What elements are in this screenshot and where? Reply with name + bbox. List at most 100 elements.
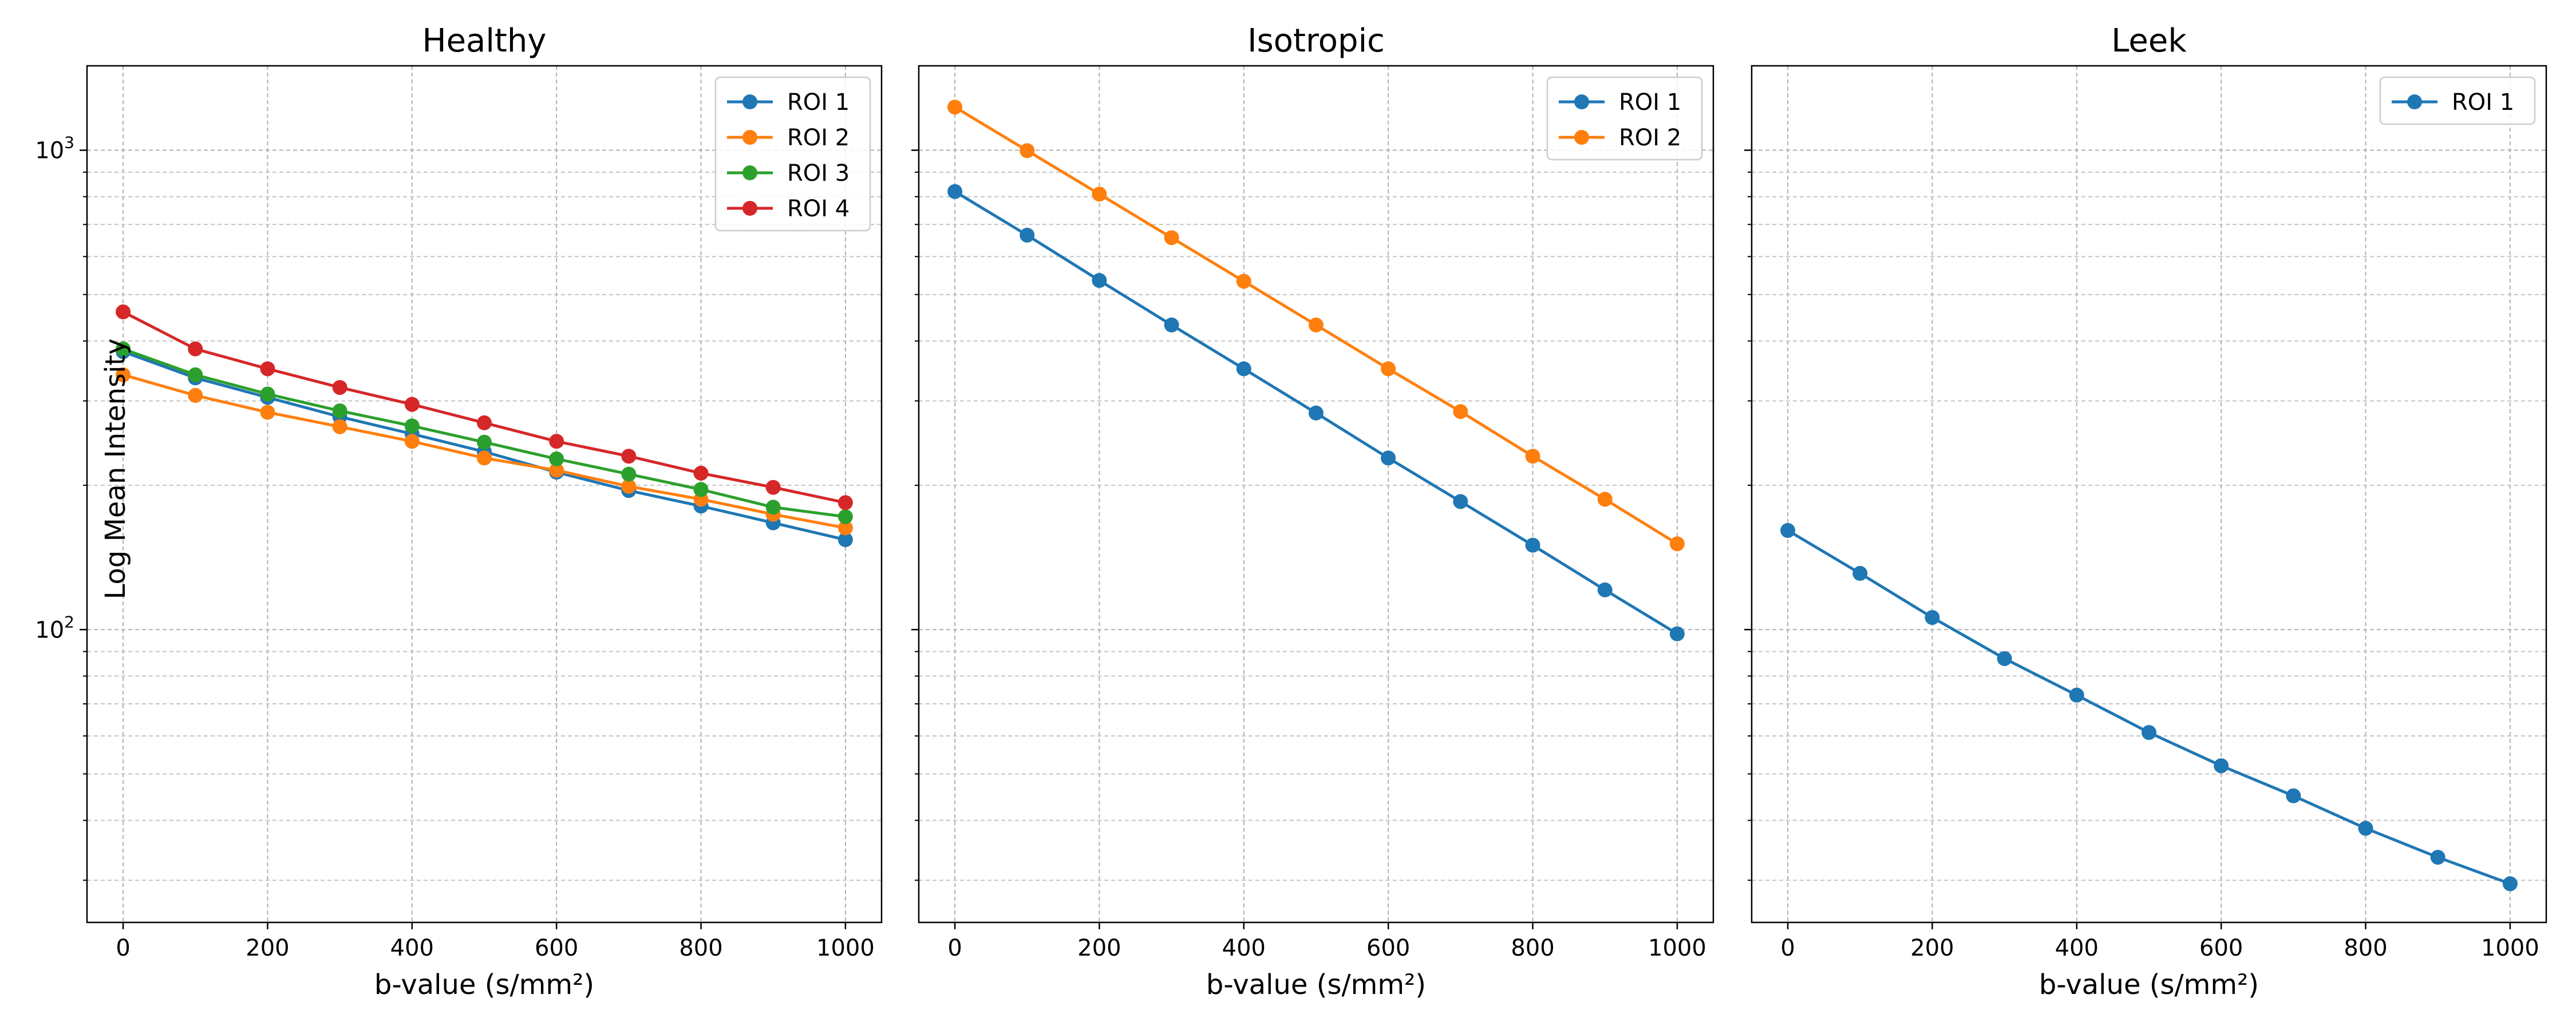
data-point (765, 480, 781, 495)
x-tick-label: 800 (2344, 935, 2387, 961)
data-point (621, 478, 637, 494)
legend-box (714, 76, 871, 232)
data-point (1164, 230, 1179, 245)
data-point (1525, 449, 1540, 464)
data-point (1852, 566, 1868, 581)
data-point (1669, 536, 1685, 552)
data-point (693, 465, 709, 481)
data-point (1453, 404, 1468, 419)
legend-swatch-marker (742, 201, 757, 216)
legend-label: ROI 2 (1619, 125, 1681, 151)
legend-swatch-marker (2407, 94, 2422, 109)
data-point (1381, 361, 1396, 377)
x-tick-label: 0 (1780, 935, 1795, 961)
x-axis-label: b-value (s/mm²) (1206, 969, 1426, 1001)
series-group (1780, 523, 2518, 892)
data-point (1020, 227, 1035, 243)
series-group (116, 304, 853, 548)
data-point (2214, 758, 2229, 774)
data-point (1236, 274, 1251, 289)
data-point (260, 405, 275, 420)
data-point (837, 495, 853, 510)
panel-title: Isotropic (1247, 22, 1385, 60)
x-tick-label: 200 (1077, 935, 1121, 961)
data-point (1309, 405, 1323, 421)
grid (1752, 66, 2546, 922)
x-tick-label: 800 (679, 935, 722, 961)
legend-label: ROI 2 (787, 125, 850, 151)
data-point (837, 520, 853, 536)
grid (919, 66, 1713, 922)
panel-title: Healthy (422, 22, 546, 60)
chart-panel-0: 0 200 400 600 800 1000 102 103 Healthy b-value (s… (35, 22, 883, 1001)
plot-frame (86, 65, 883, 924)
data-point (549, 434, 564, 449)
data-point (549, 451, 564, 467)
legend-swatch-marker (1574, 94, 1589, 109)
data-point (1092, 187, 1107, 202)
data-point (1997, 651, 2012, 666)
data-point (2358, 821, 2373, 836)
data-point (260, 386, 275, 402)
data-point (1669, 626, 1685, 641)
legend-swatch-marker (1574, 130, 1589, 145)
data-point (1092, 273, 1107, 288)
data-point (549, 462, 564, 478)
data-point (332, 380, 347, 395)
data-point (2286, 788, 2301, 803)
x-tick-label: 400 (390, 935, 434, 961)
data-point (1453, 494, 1468, 509)
data-point (2502, 876, 2518, 892)
y-tick-label: 102 (35, 612, 74, 643)
plot-frame (918, 65, 1714, 924)
data-point (404, 418, 420, 434)
data-point (116, 341, 131, 356)
legend: ROI 1 (2379, 76, 2536, 125)
data-point (477, 434, 492, 450)
data-point (621, 466, 637, 482)
x-axis-label: b-value (s/mm²) (374, 969, 594, 1001)
x-tick-label: 600 (2199, 935, 2243, 961)
legend-label: ROI 1 (2452, 89, 2514, 116)
chart-panel-2: 0 200 400 600 800 1000 Leek b-value (s/mm²) ROI … (1744, 22, 2547, 1001)
data-point (837, 532, 853, 548)
series-group (947, 100, 1685, 641)
data-point (765, 500, 781, 515)
panels: 0 200 400 600 800 1000 102 103 Healthy b-value (s… (35, 22, 2547, 1001)
data-point (116, 367, 131, 383)
x-tick-label: 0 (116, 935, 130, 961)
data-point (2430, 850, 2445, 865)
legend-label: ROI 3 (787, 160, 850, 187)
data-point (332, 403, 347, 418)
data-point (1597, 582, 1613, 597)
x-tick-label: 600 (535, 935, 578, 961)
data-point (947, 100, 963, 115)
data-point (116, 304, 131, 320)
data-point (1381, 450, 1396, 466)
x-tick-label: 400 (1222, 935, 1266, 961)
chart-panel-1: 0 200 400 600 800 1000 Isotropic b-value (s/mm²… (911, 22, 1714, 1001)
data-point (621, 449, 637, 464)
data-point (693, 482, 709, 497)
data-point (1164, 317, 1179, 332)
plot-frame (1751, 65, 2547, 924)
legend: ROI 1 ROI 2 ROI 3 ROI 4 (714, 76, 871, 232)
x-axis-label: b-value (s/mm²) (2039, 969, 2259, 1001)
data-point (477, 450, 492, 466)
data-point (404, 434, 420, 449)
legend-label: ROI 1 (1619, 89, 1681, 116)
data-point (1597, 492, 1613, 507)
data-point (1780, 523, 1796, 538)
panel-title: Leek (2111, 22, 2187, 60)
x-tick-label: 200 (1910, 935, 1954, 961)
x-tick-label: 800 (1511, 935, 1554, 961)
data-point (837, 509, 853, 524)
data-point (1020, 143, 1035, 159)
x-tick-label: 1000 (2481, 935, 2539, 961)
data-point (1525, 537, 1540, 553)
x-tick-label: 1000 (816, 935, 875, 961)
legend-label: ROI 1 (787, 89, 850, 116)
data-point (260, 361, 275, 377)
